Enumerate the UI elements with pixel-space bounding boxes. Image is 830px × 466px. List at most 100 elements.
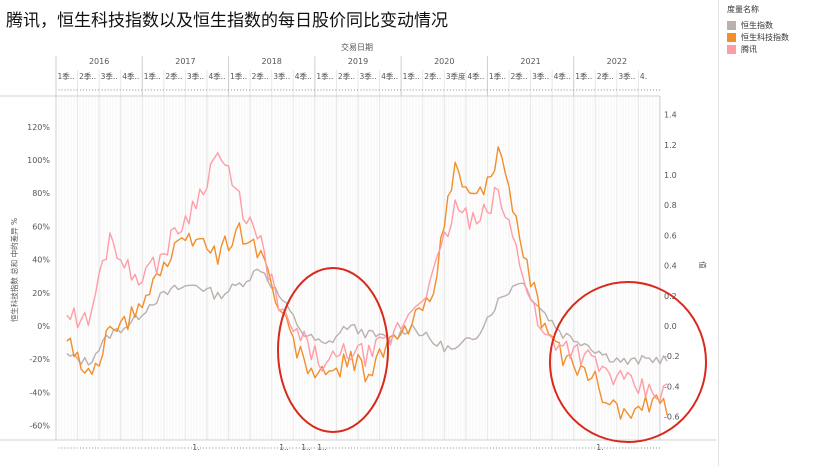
day-marker [649, 447, 652, 449]
day-marker [452, 447, 454, 449]
day-marker [480, 89, 482, 91]
day-marker [446, 447, 448, 449]
day-marker [277, 89, 279, 91]
day-marker [393, 89, 396, 91]
day-marker [572, 89, 574, 91]
day-marker [511, 447, 513, 449]
day-marker [634, 447, 636, 449]
day-marker [554, 447, 556, 449]
legend-item-tencent[interactable]: 腾讯 [727, 43, 830, 55]
day-marker [396, 89, 399, 91]
day-marker [529, 447, 531, 449]
day-marker [335, 89, 337, 91]
day-marker [363, 447, 365, 449]
day-marker [425, 447, 427, 449]
day-marker [366, 89, 368, 91]
day-marker [418, 447, 420, 449]
day-marker [190, 89, 193, 91]
day-marker [511, 89, 513, 91]
day-marker [572, 447, 574, 449]
day-marker [356, 89, 359, 91]
day-marker [409, 89, 411, 91]
day-marker [477, 89, 479, 91]
day-marker [141, 89, 143, 91]
day-marker [113, 89, 115, 91]
day-marker [70, 447, 72, 449]
day-marker [649, 89, 652, 91]
day-marker [329, 89, 331, 91]
day-marker [471, 447, 473, 449]
day-marker [202, 89, 205, 91]
day-marker [289, 89, 291, 91]
day-marker [520, 447, 522, 449]
day-marker [181, 89, 183, 91]
day-marker [507, 447, 510, 449]
day-marker [615, 447, 617, 449]
day-marker [363, 89, 365, 91]
quarter-label: 3季.. [360, 71, 377, 81]
legend-item-hsi[interactable]: 恒生指数 [727, 19, 830, 31]
day-marker [221, 89, 223, 91]
day-marker [569, 89, 571, 91]
legend-swatch-hstech [727, 32, 736, 42]
y-axis-title-right: 值 [698, 261, 708, 269]
day-marker [144, 89, 146, 91]
day-marker [449, 89, 451, 91]
day-marker [576, 447, 578, 449]
day-marker [162, 447, 164, 449]
quarter-label: 2季.. [79, 71, 96, 81]
day-marker [434, 89, 436, 91]
day-marker [372, 447, 374, 449]
y-tick-right: -0.2 [664, 352, 680, 361]
day-marker [332, 89, 334, 91]
day-marker [270, 447, 272, 449]
day-marker [378, 89, 380, 91]
day-marker [486, 447, 488, 449]
day-marker [190, 447, 193, 449]
quarter-label: 2季.. [597, 71, 614, 81]
quarter-label: 1季.. [230, 71, 247, 81]
day-marker [209, 89, 211, 91]
day-marker [215, 89, 217, 91]
series-line-hstech [66, 146, 668, 420]
day-marker [520, 89, 522, 91]
day-marker [67, 447, 69, 449]
day-marker [461, 89, 463, 91]
day-marker [172, 89, 174, 91]
y-tick-left: 80% [32, 189, 50, 198]
quarter-label: 1季.. [403, 71, 420, 81]
x-bottom-label: 1.. [279, 443, 289, 452]
day-marker [187, 447, 190, 449]
day-marker [477, 447, 479, 449]
day-marker [504, 447, 507, 449]
day-marker [547, 447, 550, 449]
day-marker [532, 89, 535, 91]
year-label: 2017 [175, 57, 195, 66]
legend-swatch-hsi [727, 20, 736, 30]
day-marker [406, 447, 408, 449]
day-marker [591, 89, 593, 91]
day-marker [283, 89, 285, 91]
day-marker [455, 89, 457, 91]
day-marker [646, 447, 649, 449]
day-marker [307, 447, 309, 449]
quarter-label: 3季.. [187, 71, 204, 81]
day-marker [332, 447, 334, 449]
day-marker [603, 447, 605, 449]
day-marker [245, 89, 248, 91]
day-marker [597, 447, 599, 449]
day-marker [82, 447, 85, 449]
day-marker [91, 447, 94, 449]
quarter-label: 1季.. [489, 71, 506, 81]
day-marker [123, 89, 125, 91]
day-marker [347, 447, 350, 449]
day-marker [184, 447, 186, 449]
day-marker [474, 447, 476, 449]
day-marker [283, 447, 285, 449]
legend-item-hstech[interactable]: 恒生科技指数 [727, 31, 830, 43]
day-marker [625, 447, 627, 449]
quarter-label: 2季.. [252, 71, 269, 81]
day-marker [113, 447, 115, 449]
day-marker [338, 447, 341, 449]
y-tick-left: 0% [37, 322, 50, 331]
